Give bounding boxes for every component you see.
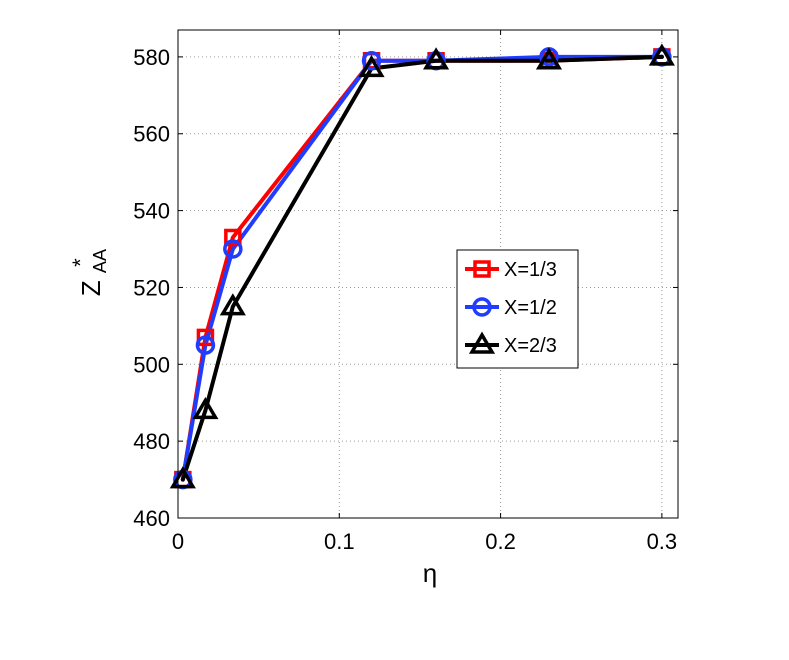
y-axis-label-sup: *	[68, 258, 93, 267]
legend-marker-3	[468, 331, 496, 354]
y-axis-label-main: Z	[76, 280, 106, 296]
y-axis-label-sub: AA	[90, 249, 110, 273]
x-tick-label: 0	[172, 529, 184, 554]
series-2-marker	[195, 335, 216, 355]
tick-layer: 0 0.1 0.2 0.3 460 480 500 520 540 560 580	[133, 30, 678, 554]
y-tick-label: 460	[133, 506, 170, 531]
x-tick-label: 0.1	[324, 529, 355, 554]
y-tick-label: 580	[133, 45, 170, 70]
svg-text:Z AA *: Z AA *	[68, 242, 110, 296]
series-1-marker	[196, 328, 215, 347]
series-layer	[180, 54, 664, 482]
y-tick-label: 480	[133, 429, 170, 454]
y-axis-label: Z AA *	[68, 242, 110, 296]
series-1-marker	[224, 228, 242, 247]
legend-label-2: X=1/2	[504, 297, 557, 319]
legend: X=1/3 X=1/2 X=2/3	[456, 249, 579, 369]
x-axis-label: η	[423, 558, 437, 588]
series-3-marker	[648, 43, 675, 66]
series-2-marker	[223, 239, 243, 259]
legend-marker-2	[472, 297, 492, 317]
legend-marker-1	[473, 260, 491, 278]
series-3-marker	[358, 54, 385, 78]
x-tick-label: 0.2	[485, 529, 516, 554]
series-3-marker	[219, 293, 246, 316]
y-tick-label: 560	[133, 122, 170, 147]
series-3-marker	[423, 47, 450, 70]
y-tick-label: 500	[133, 352, 170, 377]
y-tick-label: 540	[133, 199, 170, 224]
series-3-marker	[192, 396, 219, 420]
y-tick-label: 520	[133, 275, 170, 300]
series-2-marker	[361, 50, 382, 71]
legend-label-1: X=1/3	[504, 259, 557, 281]
legend-label-3: X=2/3	[504, 335, 557, 357]
axes-frame	[177, 29, 679, 519]
series-line-3	[180, 54, 664, 482]
series-3-marker	[535, 47, 563, 70]
marker-layer	[169, 43, 675, 490]
x-tick-label: 0.3	[647, 529, 678, 554]
